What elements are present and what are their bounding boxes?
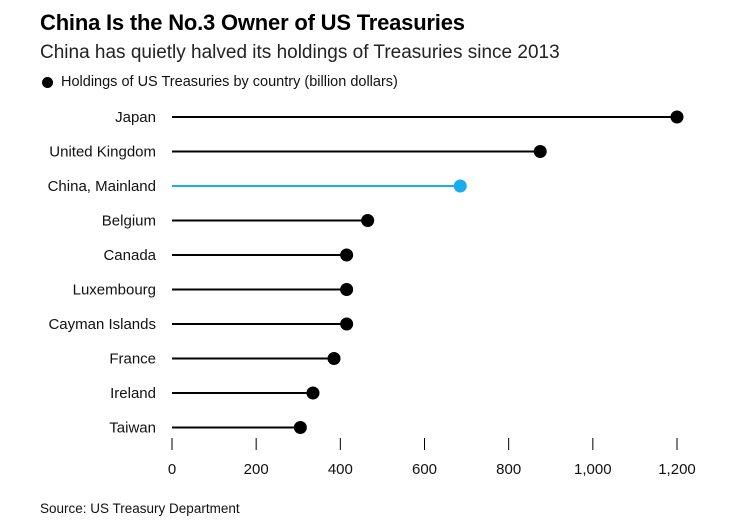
- x-tick-label-200: 200: [244, 461, 269, 478]
- category-label-ireland: Ireland: [110, 385, 156, 402]
- dot-taiwan: [293, 421, 307, 434]
- category-label-united-kingdom: United Kingdom: [49, 144, 156, 161]
- row-japan: Japan: [115, 109, 684, 126]
- row-taiwan: Taiwan: [109, 420, 307, 437]
- source-note: Source: US Treasury Department: [40, 501, 240, 516]
- row-luxembourg: Luxembourg: [73, 282, 354, 299]
- x-tick-label-1000: 1,000: [574, 461, 612, 478]
- row-cayman-islands: Cayman Islands: [48, 316, 354, 333]
- x-tick-label-0: 0: [168, 461, 176, 478]
- legend-label: Holdings of US Treasuries by country (bi…: [61, 74, 398, 90]
- dot-china-mainland: [453, 179, 467, 193]
- category-label-cayman-islands: Cayman Islands: [48, 316, 156, 333]
- row-united-kingdom: United Kingdom: [49, 144, 547, 161]
- category-label-canada: Canada: [103, 247, 156, 264]
- dot-canada: [340, 248, 354, 262]
- legend: Holdings of US Treasuries by country (bi…: [40, 74, 398, 90]
- category-label-luxembourg: Luxembourg: [73, 282, 156, 299]
- row-ireland: Ireland: [110, 385, 320, 402]
- dot-ireland: [306, 386, 320, 400]
- dot-japan: [670, 110, 684, 124]
- category-label-china-mainland: China, Mainland: [48, 178, 156, 195]
- row-belgium: Belgium: [102, 213, 375, 230]
- row-canada: Canada: [103, 247, 354, 264]
- x-tick-label-800: 800: [496, 461, 521, 478]
- category-label-france: France: [109, 351, 156, 368]
- row-france: France: [109, 351, 341, 368]
- chart-title: China Is the No.3 Owner of US Treasuries: [40, 10, 465, 35]
- dot-cayman-islands: [340, 317, 354, 331]
- x-tick-label-1200: 1,200: [658, 461, 696, 478]
- category-label-taiwan: Taiwan: [109, 420, 156, 437]
- chart-subtitle: China has quietly halved its holdings of…: [40, 42, 560, 63]
- chart-rows: Japan United Kingdom China, Mainland Belgiu…: [48, 109, 684, 437]
- category-label-japan: Japan: [115, 109, 156, 126]
- category-label-belgium: Belgium: [102, 213, 156, 230]
- x-tick-label-600: 600: [412, 461, 437, 478]
- dot-france: [327, 352, 341, 365]
- row-china-mainland: China, Mainland: [48, 178, 467, 195]
- dot-luxembourg: [340, 283, 354, 296]
- dot-belgium: [361, 214, 375, 227]
- x-tick-label-400: 400: [328, 461, 353, 478]
- x-axis: 0 200 400 600 800 1,000 1,200: [168, 438, 696, 478]
- dot-united-kingdom: [533, 145, 547, 158]
- legend-marker: [42, 76, 53, 88]
